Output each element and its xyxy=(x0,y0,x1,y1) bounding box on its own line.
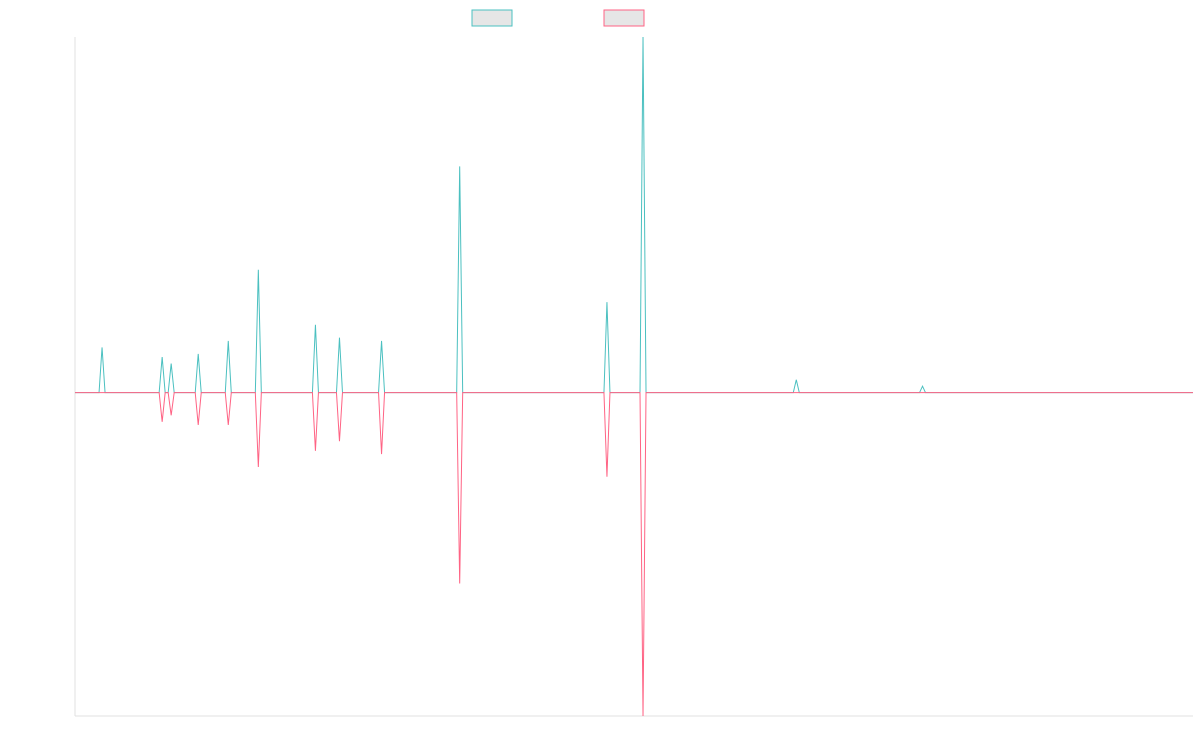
series-line xyxy=(75,36,1193,394)
legend-swatch xyxy=(471,9,513,27)
series-line xyxy=(75,392,1193,717)
legend-swatch xyxy=(603,9,645,27)
